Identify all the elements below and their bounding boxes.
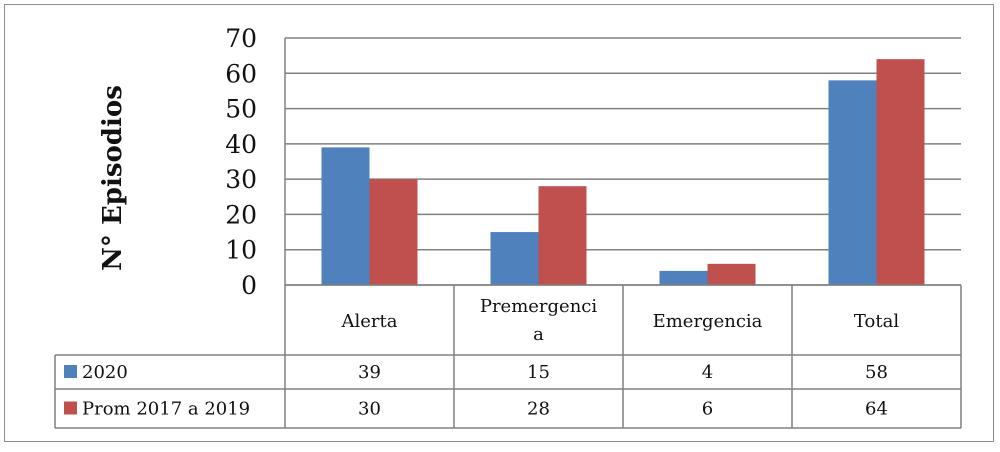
bar-series-1	[828, 80, 877, 285]
data-label: 15	[527, 362, 550, 383]
legend-swatch	[64, 401, 77, 415]
legend-label: Prom 2017 a 2019	[82, 399, 250, 420]
bars-layer	[321, 59, 925, 285]
data-label: 28	[527, 399, 550, 420]
data-label: 6	[702, 399, 713, 420]
data-table: Alerta Premergenci a Emergencia Total 2020 39 1…	[54, 284, 962, 429]
x-tick-label: Emergencia	[653, 311, 763, 332]
x-tick-label: Premergenci	[480, 296, 598, 317]
y-tick-label: 50	[225, 95, 257, 124]
data-label: 39	[358, 362, 381, 383]
y-tick-label: 30	[225, 165, 257, 194]
legend-label: 2020	[82, 362, 128, 383]
bar-series-2	[707, 263, 756, 285]
data-label: 58	[865, 362, 888, 383]
bar-series-2	[538, 186, 587, 285]
bar-series-2	[369, 179, 418, 285]
y-tick-label: 20	[225, 200, 257, 229]
y-axis-label: N° Episodios	[98, 85, 128, 271]
bar-series-1	[659, 270, 708, 285]
y-tick-label: 40	[225, 130, 257, 159]
data-label: 30	[358, 399, 381, 420]
data-label: 4	[702, 362, 713, 383]
x-tick-label: Alerta	[341, 311, 398, 332]
bar-series-1	[321, 147, 370, 285]
bar-series-2	[876, 59, 925, 285]
data-label: 64	[865, 399, 888, 420]
legend-swatch	[64, 365, 77, 378]
y-tick-label: 0	[241, 271, 257, 300]
y-tick-label: 60	[225, 59, 257, 88]
x-tick-label: Total	[854, 311, 899, 332]
y-tick-label: 70	[225, 24, 257, 53]
bar-series-1	[490, 232, 539, 285]
y-tick-label: 10	[225, 236, 257, 265]
axis-layer: 0 10 20 30 40 50 60 70	[225, 24, 286, 300]
x-tick-label: a	[533, 324, 544, 345]
